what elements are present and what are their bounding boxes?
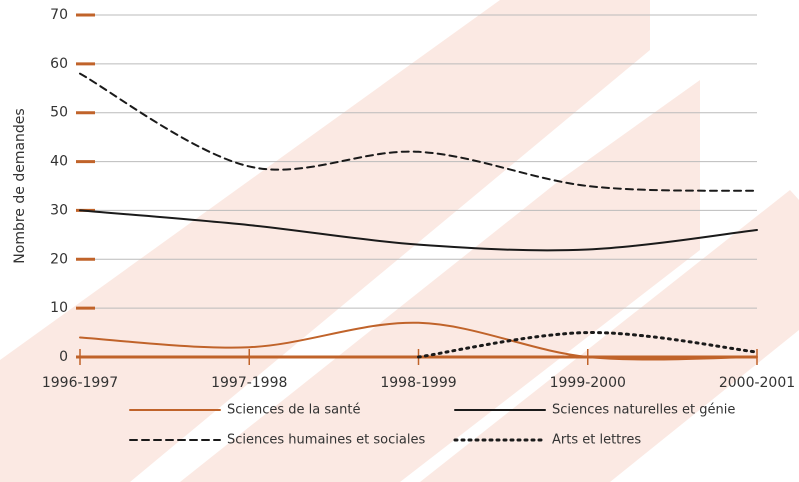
legend-label: Sciences de la santé	[227, 403, 360, 418]
series-line	[417, 331, 759, 359]
x-tick-label: 1998-1999	[380, 375, 456, 391]
y-tick-label: 30	[50, 202, 68, 218]
y-tick-label: 20	[50, 251, 68, 267]
x-tick-label: 1997-1998	[211, 375, 287, 391]
series-line	[79, 209, 758, 252]
y-tick-label: 40	[50, 154, 68, 170]
y-tick-label: 10	[50, 300, 68, 316]
x-tick-label: 1999-2000	[550, 375, 626, 391]
y-axis-label: Nombre de demandes	[12, 108, 28, 263]
legend-label: Arts et lettres	[552, 433, 641, 448]
y-tick-label: 70	[50, 7, 68, 23]
series-line	[79, 72, 758, 192]
x-tick-label: 2000-2001	[719, 375, 795, 391]
legend-label: Sciences naturelles et génie	[552, 403, 735, 418]
y-tick-label: 0	[59, 349, 68, 365]
legend-label: Sciences humaines et sociales	[227, 433, 425, 448]
y-tick-label: 60	[50, 56, 68, 72]
series-line	[79, 321, 758, 361]
x-tick-label: 1996-1997	[42, 375, 118, 391]
y-tick-label: 50	[50, 105, 68, 121]
